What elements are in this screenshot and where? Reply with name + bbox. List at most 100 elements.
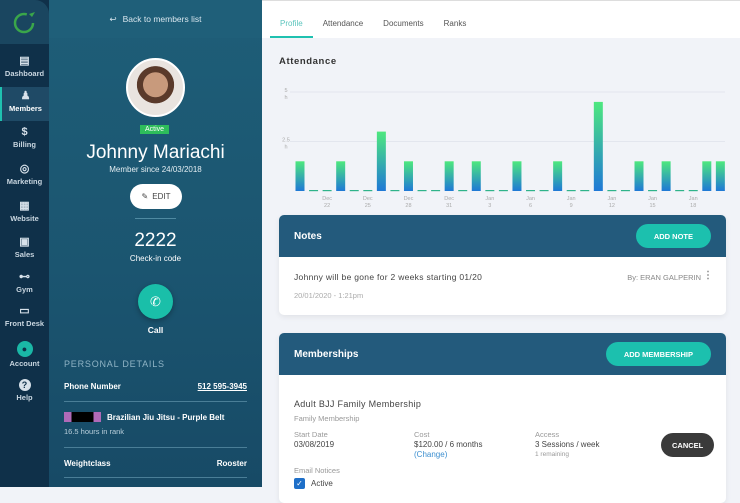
- bar-jan-1[interactable]: [458, 190, 468, 192]
- notes-title: Notes: [294, 230, 322, 242]
- bar-jan-2[interactable]: [471, 161, 481, 191]
- tab-ranks[interactable]: Ranks: [443, 19, 467, 28]
- bar-dec-24[interactable]: [349, 190, 359, 192]
- y-tick-label: h: [284, 145, 287, 151]
- bar-dec-20[interactable]: [295, 161, 305, 191]
- sidebar-item-sales[interactable]: ▣ Sales: [0, 233, 49, 267]
- bar-jan-8[interactable]: [553, 161, 563, 191]
- bar-dec-21[interactable]: [309, 190, 319, 192]
- sidebar-item-label: Account: [9, 359, 40, 368]
- attendance-title: Attendance: [279, 56, 337, 67]
- cancel-membership-button[interactable]: CANCEL: [661, 433, 715, 457]
- back-label: Back to members list: [122, 14, 202, 24]
- x-tick-label: Dec: [444, 196, 454, 202]
- add-membership-button[interactable]: ADD MEMBERSHIP: [605, 342, 711, 366]
- bar-jan-10[interactable]: [580, 190, 590, 192]
- bar-jan-9[interactable]: [566, 190, 576, 192]
- phone-label: Phone Number: [64, 382, 121, 391]
- tab-documents[interactable]: Documents: [383, 19, 424, 28]
- divider: [64, 401, 247, 402]
- start-date: 03/08/2019: [294, 440, 335, 449]
- gym-icon: ⊷: [19, 271, 30, 283]
- marketing-icon: ◎: [19, 163, 30, 175]
- divider: [64, 477, 247, 478]
- rank-time: 16.5 hours in rank: [64, 427, 125, 436]
- divider: [64, 447, 247, 448]
- email-notices-checkbox[interactable]: ✓ Active: [294, 478, 333, 489]
- billing-icon: $: [21, 126, 28, 138]
- x-tick-label: Dec: [322, 196, 332, 202]
- bar-jan-5[interactable]: [512, 161, 522, 191]
- bar-jan-15[interactable]: [648, 190, 658, 192]
- bar-dec-31[interactable]: [444, 161, 454, 191]
- avatar: [126, 58, 185, 117]
- y-tick-label: 2.5: [282, 138, 290, 144]
- x-tick-label: Jan: [526, 196, 535, 202]
- tab-profile[interactable]: Profile: [270, 19, 313, 38]
- bar-jan-18[interactable]: [688, 190, 698, 192]
- weightclass-row: Weightclass Rooster: [64, 459, 247, 468]
- bar-dec-23[interactable]: [336, 161, 346, 191]
- sidebar-item-help[interactable]: ? Help: [0, 376, 49, 410]
- change-link[interactable]: (Change): [414, 450, 448, 459]
- member-profile-panel: ↩ Back to members list Active Johnny Mari…: [49, 0, 262, 487]
- bar-jan-7[interactable]: [539, 190, 549, 192]
- bar-jan-11[interactable]: [593, 101, 603, 191]
- sidebar-item-dashboard[interactable]: ▤ Dashboard: [0, 52, 49, 86]
- app-logo[interactable]: [0, 0, 49, 44]
- more-options-icon[interactable]: ⋮: [703, 270, 713, 281]
- x-tick-label: 31: [446, 203, 452, 209]
- bar-jan-3[interactable]: [485, 190, 495, 192]
- edit-label: EDIT: [152, 192, 171, 201]
- x-tick-label: 6: [529, 203, 532, 209]
- x-tick-label: Jan: [689, 196, 698, 202]
- tab-attendance[interactable]: Attendance: [322, 19, 364, 28]
- call-button[interactable]: ✆: [138, 284, 173, 319]
- x-tick-label: Dec: [404, 196, 414, 202]
- bar-jan-17[interactable]: [675, 190, 685, 192]
- weightclass-value: Rooster: [216, 459, 247, 468]
- sidebar-item-front-desk[interactable]: ▭ Front Desk: [0, 302, 49, 336]
- bar-jan-4[interactable]: [498, 190, 508, 192]
- x-tick-label: Dec: [363, 196, 373, 202]
- sidebar-item-gym[interactable]: ⊷ Gym: [0, 268, 49, 302]
- membership-type: Family Membership: [294, 414, 360, 423]
- x-tick-label: 12: [609, 203, 615, 209]
- sidebar-item-label: Members: [9, 104, 42, 113]
- bar-jan-13[interactable]: [620, 190, 630, 192]
- add-note-button[interactable]: ADD NOTE: [635, 224, 711, 248]
- bar-dec-27[interactable]: [390, 190, 400, 192]
- bar-jan-20[interactable]: [715, 161, 725, 191]
- logo-icon: [13, 12, 35, 34]
- sidebar-item-label: Marketing: [6, 177, 43, 186]
- checkin-code: 2222: [134, 230, 177, 251]
- bar-dec-26[interactable]: [376, 131, 386, 191]
- x-tick-label: 15: [649, 203, 655, 209]
- note-author: By: ERAN GALPERIN: [627, 273, 701, 282]
- help-icon: ?: [18, 379, 31, 391]
- sidebar-item-account[interactable]: ● Account: [0, 338, 49, 372]
- access: 3 Sessions / week: [535, 440, 600, 449]
- bar-jan-19[interactable]: [702, 161, 712, 191]
- sidebar-item-website[interactable]: ▦ Website: [0, 197, 49, 231]
- rank-row: Brazilian Jiu Jitsu - Purple Belt: [64, 412, 247, 422]
- cost: $120.00 / 6 months: [414, 440, 483, 449]
- bar-jan-16[interactable]: [661, 161, 671, 191]
- sidebar-item-label: Billing: [13, 140, 36, 149]
- sidebar-item-marketing[interactable]: ◎ Marketing: [0, 160, 49, 194]
- sidebar-item-members[interactable]: ♟ Members: [0, 87, 49, 121]
- bar-dec-30[interactable]: [431, 190, 441, 192]
- x-tick-label: 3: [488, 203, 491, 209]
- bar-dec-29[interactable]: [417, 190, 427, 192]
- bar-dec-25[interactable]: [363, 190, 373, 192]
- bar-jan-14[interactable]: [634, 161, 644, 191]
- edit-button[interactable]: ✎ EDIT: [130, 184, 182, 209]
- bar-jan-6[interactable]: [526, 190, 536, 192]
- bar-jan-12[interactable]: [607, 190, 617, 192]
- bar-dec-22[interactable]: [322, 190, 332, 192]
- sidebar-item-billing[interactable]: $ Billing: [0, 123, 49, 157]
- phone-link[interactable]: 512 595-3945: [197, 382, 247, 391]
- bar-dec-28[interactable]: [403, 161, 413, 191]
- weightclass-label: Weightclass: [64, 459, 111, 468]
- back-to-members-link[interactable]: ↩ Back to members list: [49, 0, 262, 38]
